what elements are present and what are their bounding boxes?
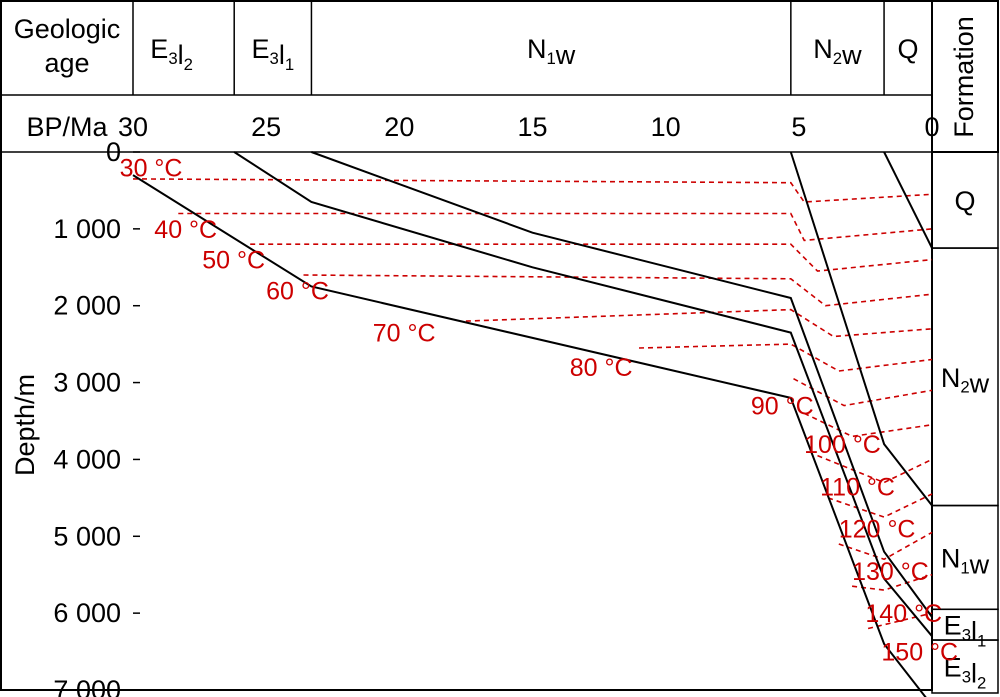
- geologic-age-title: age: [44, 48, 89, 78]
- isotherm-label: 140 °C: [865, 600, 942, 628]
- isotherm-label: 120 °C: [839, 516, 916, 544]
- burial-curve: [311, 151, 933, 618]
- formation-label: E3l2: [944, 653, 987, 693]
- isotherm-line: [250, 243, 933, 272]
- isotherm-label: 40 °C: [154, 216, 217, 244]
- x-tick-label: 0: [924, 112, 939, 142]
- isotherm-label: 130 °C: [852, 558, 929, 586]
- formation-box: [931, 639, 999, 694]
- burial-curve: [789, 151, 933, 507]
- isotherm-line: [827, 493, 933, 518]
- formation-label: E3l1: [944, 611, 987, 651]
- isotherm-line: [793, 377, 933, 407]
- isotherm-label: 30 °C: [120, 154, 183, 182]
- x-tick-label: 30: [118, 112, 148, 142]
- y-tick-label: 4 000: [53, 444, 121, 474]
- geologic-age-label: Q: [898, 34, 919, 64]
- formation-title: Formation: [949, 16, 979, 138]
- x-tick-label: 25: [251, 112, 281, 142]
- isotherm-line: [132, 178, 933, 203]
- y-tick-label: 6 000: [53, 598, 121, 628]
- y-tick-label: 5 000: [53, 521, 121, 551]
- x-tick-label: 15: [517, 112, 547, 142]
- isotherm-label: 110 °C: [820, 473, 895, 501]
- x-tick-label: 10: [651, 112, 681, 142]
- y-axis-label: Depth/m: [10, 374, 40, 476]
- geologic-age-label: E3l2: [150, 34, 193, 74]
- isotherm-label: 50 °C: [202, 247, 265, 275]
- geologic-age-label: N2w: [813, 34, 862, 70]
- isotherm-label: 150 °C: [881, 639, 958, 667]
- isotherm-label: 70 °C: [373, 320, 436, 348]
- burial-curve: [132, 174, 927, 697]
- formation-label: N1w: [941, 543, 990, 579]
- isotherm-line: [838, 531, 933, 561]
- burial-curve: [883, 151, 933, 249]
- x-tick-label: 5: [791, 112, 806, 142]
- y-tick-label: 7 000: [53, 675, 121, 697]
- isotherm-label: 90 °C: [751, 393, 814, 421]
- burial-curve: [233, 151, 933, 637]
- y-tick-label: 0: [106, 137, 121, 167]
- isotherm-line: [638, 343, 933, 372]
- isotherm-line: [465, 308, 933, 338]
- geologic-age-label: E3l1: [252, 34, 295, 74]
- isotherm-line: [303, 274, 933, 307]
- isotherm-line: [178, 212, 933, 242]
- isotherm-label: 100 °C: [804, 431, 881, 459]
- geologic-age-label: N1w: [527, 34, 576, 70]
- geologic-age-title: Geologic: [14, 14, 121, 44]
- y-tick-label: 3 000: [53, 368, 121, 398]
- isotherm-label: 60 °C: [266, 277, 329, 305]
- time-axis-label: BP/Ma: [26, 112, 108, 142]
- isotherm-label: 80 °C: [570, 354, 633, 382]
- y-tick-label: 1 000: [53, 214, 121, 244]
- formation-label: N2w: [941, 363, 990, 399]
- formation-label: Q: [954, 186, 975, 216]
- x-tick-label: 20: [384, 112, 414, 142]
- burial-curve-group: [132, 151, 933, 697]
- y-tick-label: 2 000: [53, 291, 121, 321]
